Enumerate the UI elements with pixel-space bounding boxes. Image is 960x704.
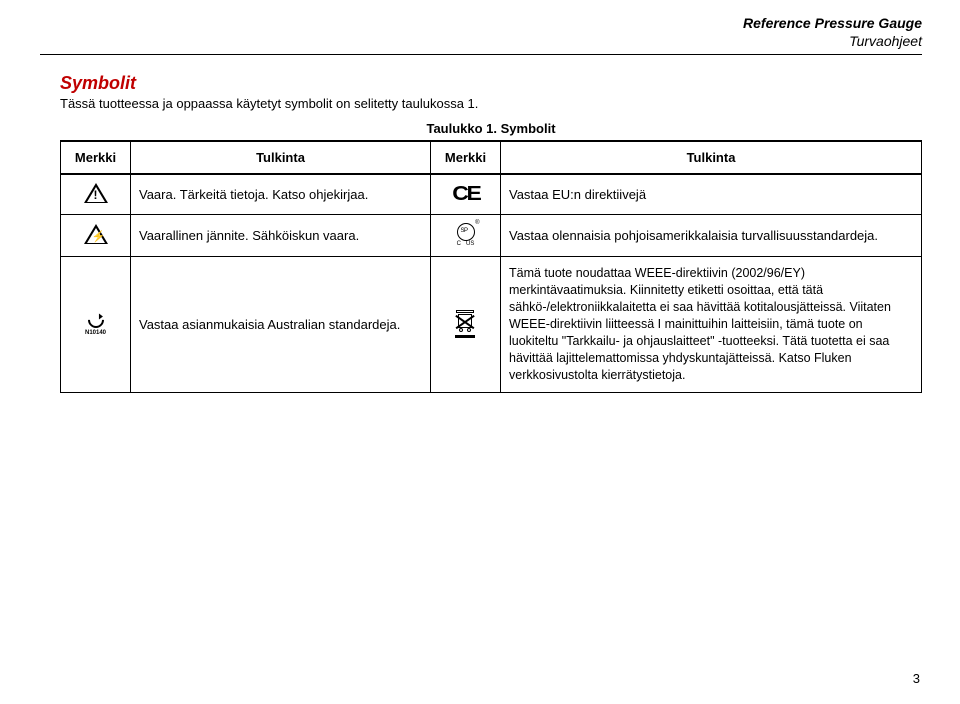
cell-symbol-ctick: N10140 <box>61 257 131 392</box>
cell-desc-warning: Vaara. Tärkeitä tietoja. Katso ohjekirja… <box>131 174 431 215</box>
cell-desc-ctick: Vastaa asianmukaisia Australian standard… <box>131 257 431 392</box>
cell-symbol-shock: ⚡ <box>61 215 131 257</box>
th-tulkinta-1: Tulkinta <box>131 141 431 174</box>
weee-bin-icon <box>456 310 476 336</box>
ce-mark-icon: CE <box>452 183 479 206</box>
symbols-table: Merkki Tulkinta Merkki Tulkinta ! Vaara.… <box>60 140 922 392</box>
table-caption: Taulukko 1. Symbolit <box>60 121 922 136</box>
cell-symbol-warning: ! <box>61 174 131 215</box>
header-rule <box>40 54 922 55</box>
cell-symbol-weee <box>431 257 501 392</box>
page-header: Reference Pressure Gauge Turvaohjeet <box>60 14 922 50</box>
cell-desc-csa: Vastaa olennaisia pohjoisamerikkalaisia … <box>501 215 922 257</box>
shock-hazard-icon: ⚡ <box>84 224 108 247</box>
section-intro: Tässä tuotteessa ja oppaassa käytetyt sy… <box>60 96 922 111</box>
c-tick-label: N10140 <box>85 330 106 336</box>
header-title-2: Turvaohjeet <box>60 32 922 50</box>
section-title: Symbolit <box>60 73 922 94</box>
cell-symbol-csa: ® C US <box>431 215 501 257</box>
cell-desc-shock: Vaarallinen jännite. Sähköiskun vaara. <box>131 215 431 257</box>
csa-mark-icon: ® C US <box>453 223 479 245</box>
th-merkki-1: Merkki <box>61 141 131 174</box>
table-row: N10140 Vastaa asianmukaisia Australian s… <box>61 257 922 392</box>
cell-desc-weee: Tämä tuote noudattaa WEEE-direktiivin (2… <box>501 257 922 392</box>
warning-triangle-icon: ! <box>84 183 108 206</box>
th-tulkinta-2: Tulkinta <box>501 141 922 174</box>
page-container: Reference Pressure Gauge Turvaohjeet Sym… <box>0 0 960 704</box>
page-number: 3 <box>913 671 920 686</box>
table-header-row: Merkki Tulkinta Merkki Tulkinta <box>61 141 922 174</box>
cell-symbol-ce: CE <box>431 174 501 215</box>
header-title-1: Reference Pressure Gauge <box>60 14 922 32</box>
c-tick-icon: N10140 <box>85 312 106 336</box>
th-merkki-2: Merkki <box>431 141 501 174</box>
cell-desc-ce: Vastaa EU:n direktiivejä <box>501 174 922 215</box>
table-row: ! Vaara. Tärkeitä tietoja. Katso ohjekir… <box>61 174 922 215</box>
table-row: ⚡ Vaarallinen jännite. Sähköiskun vaara.… <box>61 215 922 257</box>
